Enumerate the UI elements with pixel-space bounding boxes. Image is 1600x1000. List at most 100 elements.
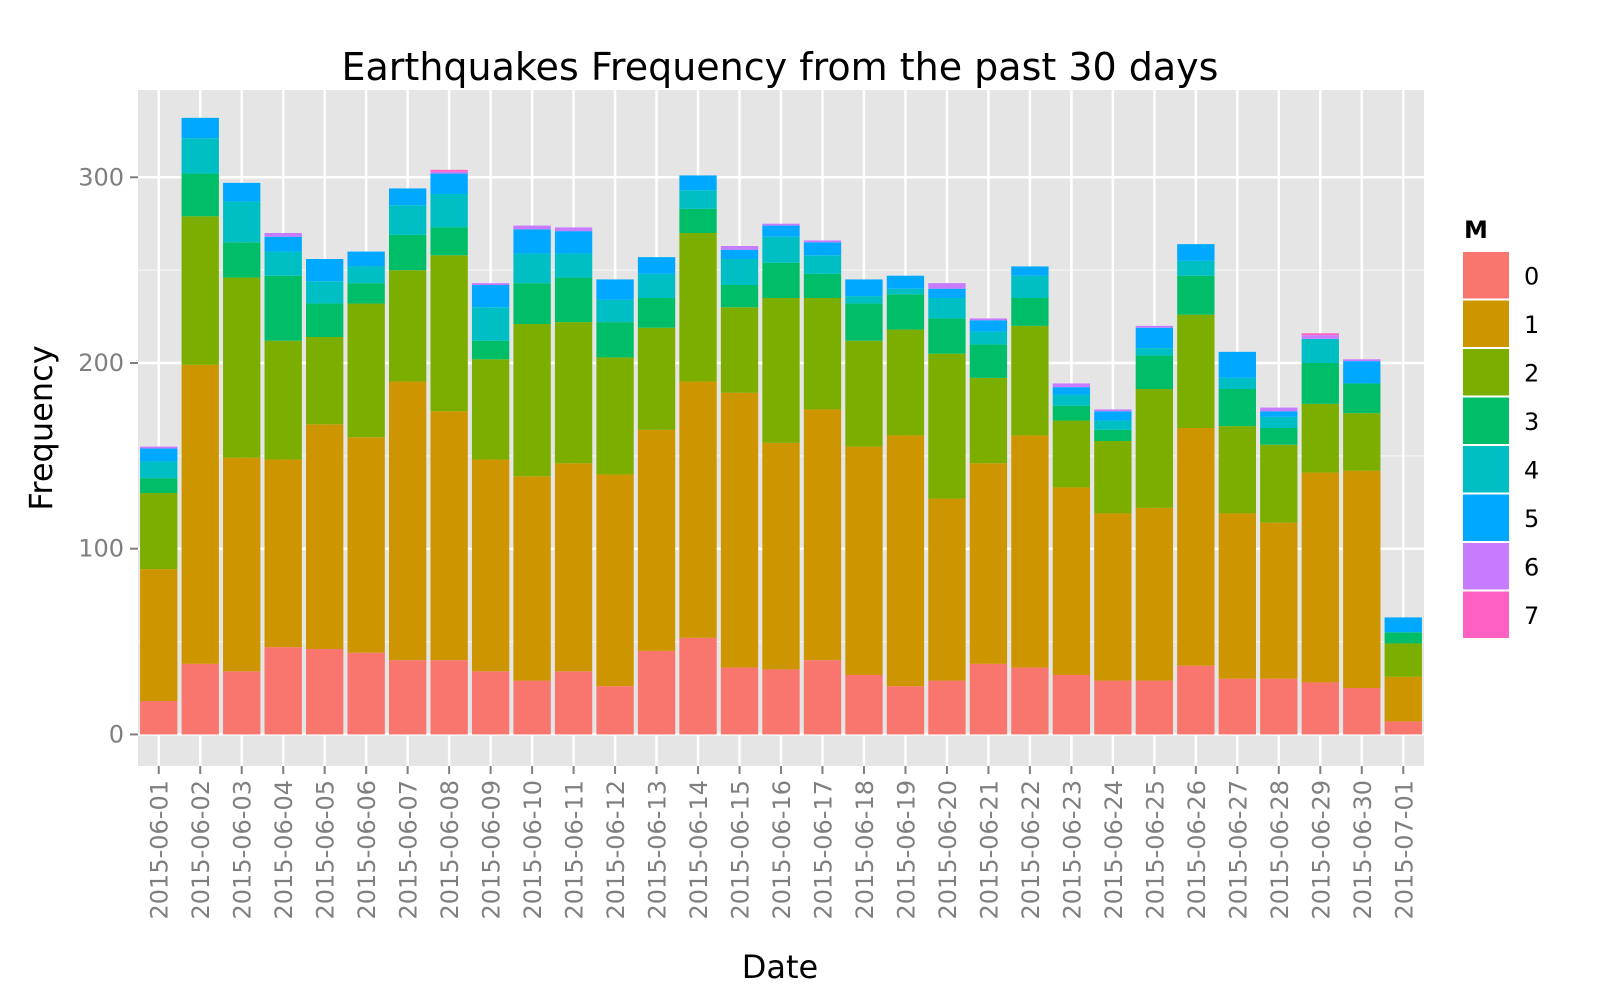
bar-segment-m0 <box>1301 682 1339 735</box>
bar-stack-2015-06-20 <box>928 283 966 735</box>
bar-segment-m5 <box>803 242 842 256</box>
bar-segment-m6 <box>1343 359 1381 362</box>
bar-segment-m1 <box>347 437 385 653</box>
y-tick-label: 200 <box>78 349 124 377</box>
bar-segment-m6 <box>803 240 842 243</box>
bar-segment-m6 <box>1260 407 1298 412</box>
bar-stack-2015-06-13 <box>637 257 676 735</box>
bar-segment-m0 <box>430 660 468 735</box>
bar-segment-m4 <box>1218 377 1256 389</box>
bar-segment-m2 <box>181 216 219 365</box>
bar-segment-m2 <box>223 277 261 458</box>
bar-segment-m4 <box>1011 275 1049 298</box>
bar-segment-m4 <box>1260 416 1298 428</box>
bar-stack-2015-06-05 <box>306 259 344 735</box>
bar-stack-2015-06-10 <box>513 225 551 735</box>
bar-stack-2015-06-23 <box>1052 383 1091 735</box>
bar-segment-m7 <box>1301 333 1339 336</box>
x-tick-label: 2015-06-10 <box>519 780 547 919</box>
legend: M 0 1 2 3 4 5 6 7 <box>1461 216 1539 640</box>
bar-segment-m2 <box>1384 643 1422 677</box>
bar-segment-m1 <box>430 411 468 661</box>
bar-segment-m2 <box>928 353 966 499</box>
x-tick-label: 2015-06-17 <box>809 780 837 919</box>
bar-segment-m2 <box>1094 441 1132 514</box>
bar-segment-m6 <box>1301 335 1339 339</box>
bar-segment-m1 <box>1052 487 1091 675</box>
bar-segment-m1 <box>720 392 759 668</box>
bar-segment-m0 <box>1343 688 1381 735</box>
bar-segment-m2 <box>1135 389 1174 508</box>
bar-stack-2015-06-22 <box>1011 266 1049 735</box>
bar-segment-m2 <box>803 298 842 410</box>
bar-segment-m5 <box>1052 387 1091 395</box>
bar-segment-m0 <box>513 680 551 735</box>
legend-label-m6: 6 <box>1524 553 1539 581</box>
bar-segment-m4 <box>720 259 759 285</box>
bar-stack-2015-06-25 <box>1135 325 1174 735</box>
bar-segment-m5 <box>928 288 966 298</box>
bar-segment-m2 <box>1343 413 1381 471</box>
bar-segment-m0 <box>720 667 759 735</box>
x-tick-label: 2015-06-18 <box>851 780 879 919</box>
bar-segment-m4 <box>596 299 634 323</box>
bar-segment-m5 <box>554 231 593 254</box>
bar-segment-m3 <box>1011 298 1049 326</box>
bar-segment-m5 <box>1177 244 1215 261</box>
bar-segment-m0 <box>679 637 717 735</box>
bar-segment-m4 <box>803 255 842 274</box>
bar-segment-m2 <box>1177 314 1215 428</box>
x-tick-label: 2015-06-22 <box>1017 780 1045 919</box>
bar-segment-m1 <box>513 476 551 681</box>
bar-segment-m4 <box>430 194 468 228</box>
bar-segment-m5 <box>1135 327 1174 349</box>
bar-segment-m0 <box>1218 678 1256 735</box>
bar-segment-m1 <box>264 459 302 648</box>
bar-segment-m4 <box>181 138 219 174</box>
bar-segment-m0 <box>1094 680 1132 735</box>
bar-segment-m3 <box>430 227 468 256</box>
x-axis-title: Date <box>742 948 818 986</box>
bar-segment-m0 <box>306 649 344 735</box>
bar-segment-m4 <box>264 251 302 276</box>
bar-segment-m0 <box>1260 678 1298 735</box>
bar-segment-m1 <box>1011 435 1049 668</box>
bar-segment-m3 <box>1343 383 1381 414</box>
bar-segment-m5 <box>1260 411 1298 417</box>
legend-swatch-m0 <box>1463 252 1509 299</box>
bar-segment-m4 <box>1177 260 1215 276</box>
bar-segment-m3 <box>264 275 302 341</box>
bar-segment-m3 <box>554 277 593 323</box>
bar-segment-m5 <box>637 257 676 274</box>
bar-stack-2015-06-15 <box>720 246 759 735</box>
x-tick-label: 2015-06-19 <box>892 780 920 919</box>
bar-segment-m2 <box>637 327 676 430</box>
x-tick-label: 2015-06-08 <box>436 780 464 919</box>
bar-segment-m1 <box>1218 513 1256 679</box>
bar-stack-2015-06-16 <box>762 223 800 735</box>
bar-segment-m4 <box>1135 348 1174 356</box>
bar-segment-m5 <box>347 251 385 267</box>
bar-segment-m3 <box>471 340 510 360</box>
bar-segment-m4 <box>388 205 427 235</box>
legend-label-m3: 3 <box>1524 408 1539 436</box>
bar-segment-m2 <box>762 298 800 443</box>
bar-segment-m6 <box>720 246 759 250</box>
bar-segment-m6 <box>140 446 178 449</box>
bar-segment-m0 <box>388 660 427 735</box>
bar-segment-m6 <box>1052 383 1091 388</box>
bar-segment-m5 <box>720 249 759 259</box>
bar-segment-m1 <box>306 424 344 649</box>
x-tick-label: 2015-06-04 <box>270 780 298 919</box>
bar-segment-m6 <box>513 225 551 230</box>
y-tick-label: 300 <box>78 163 124 191</box>
bar-stack-2015-06-14 <box>679 175 717 735</box>
bar-segment-m4 <box>845 296 883 304</box>
bar-segment-m0 <box>181 663 219 735</box>
y-tick-label: 0 <box>109 720 124 748</box>
x-tick-label: 2015-06-16 <box>768 780 796 919</box>
bar-segment-m0 <box>1052 675 1091 735</box>
bar-segment-m2 <box>1301 403 1339 473</box>
bar-segment-m4 <box>1052 394 1091 406</box>
